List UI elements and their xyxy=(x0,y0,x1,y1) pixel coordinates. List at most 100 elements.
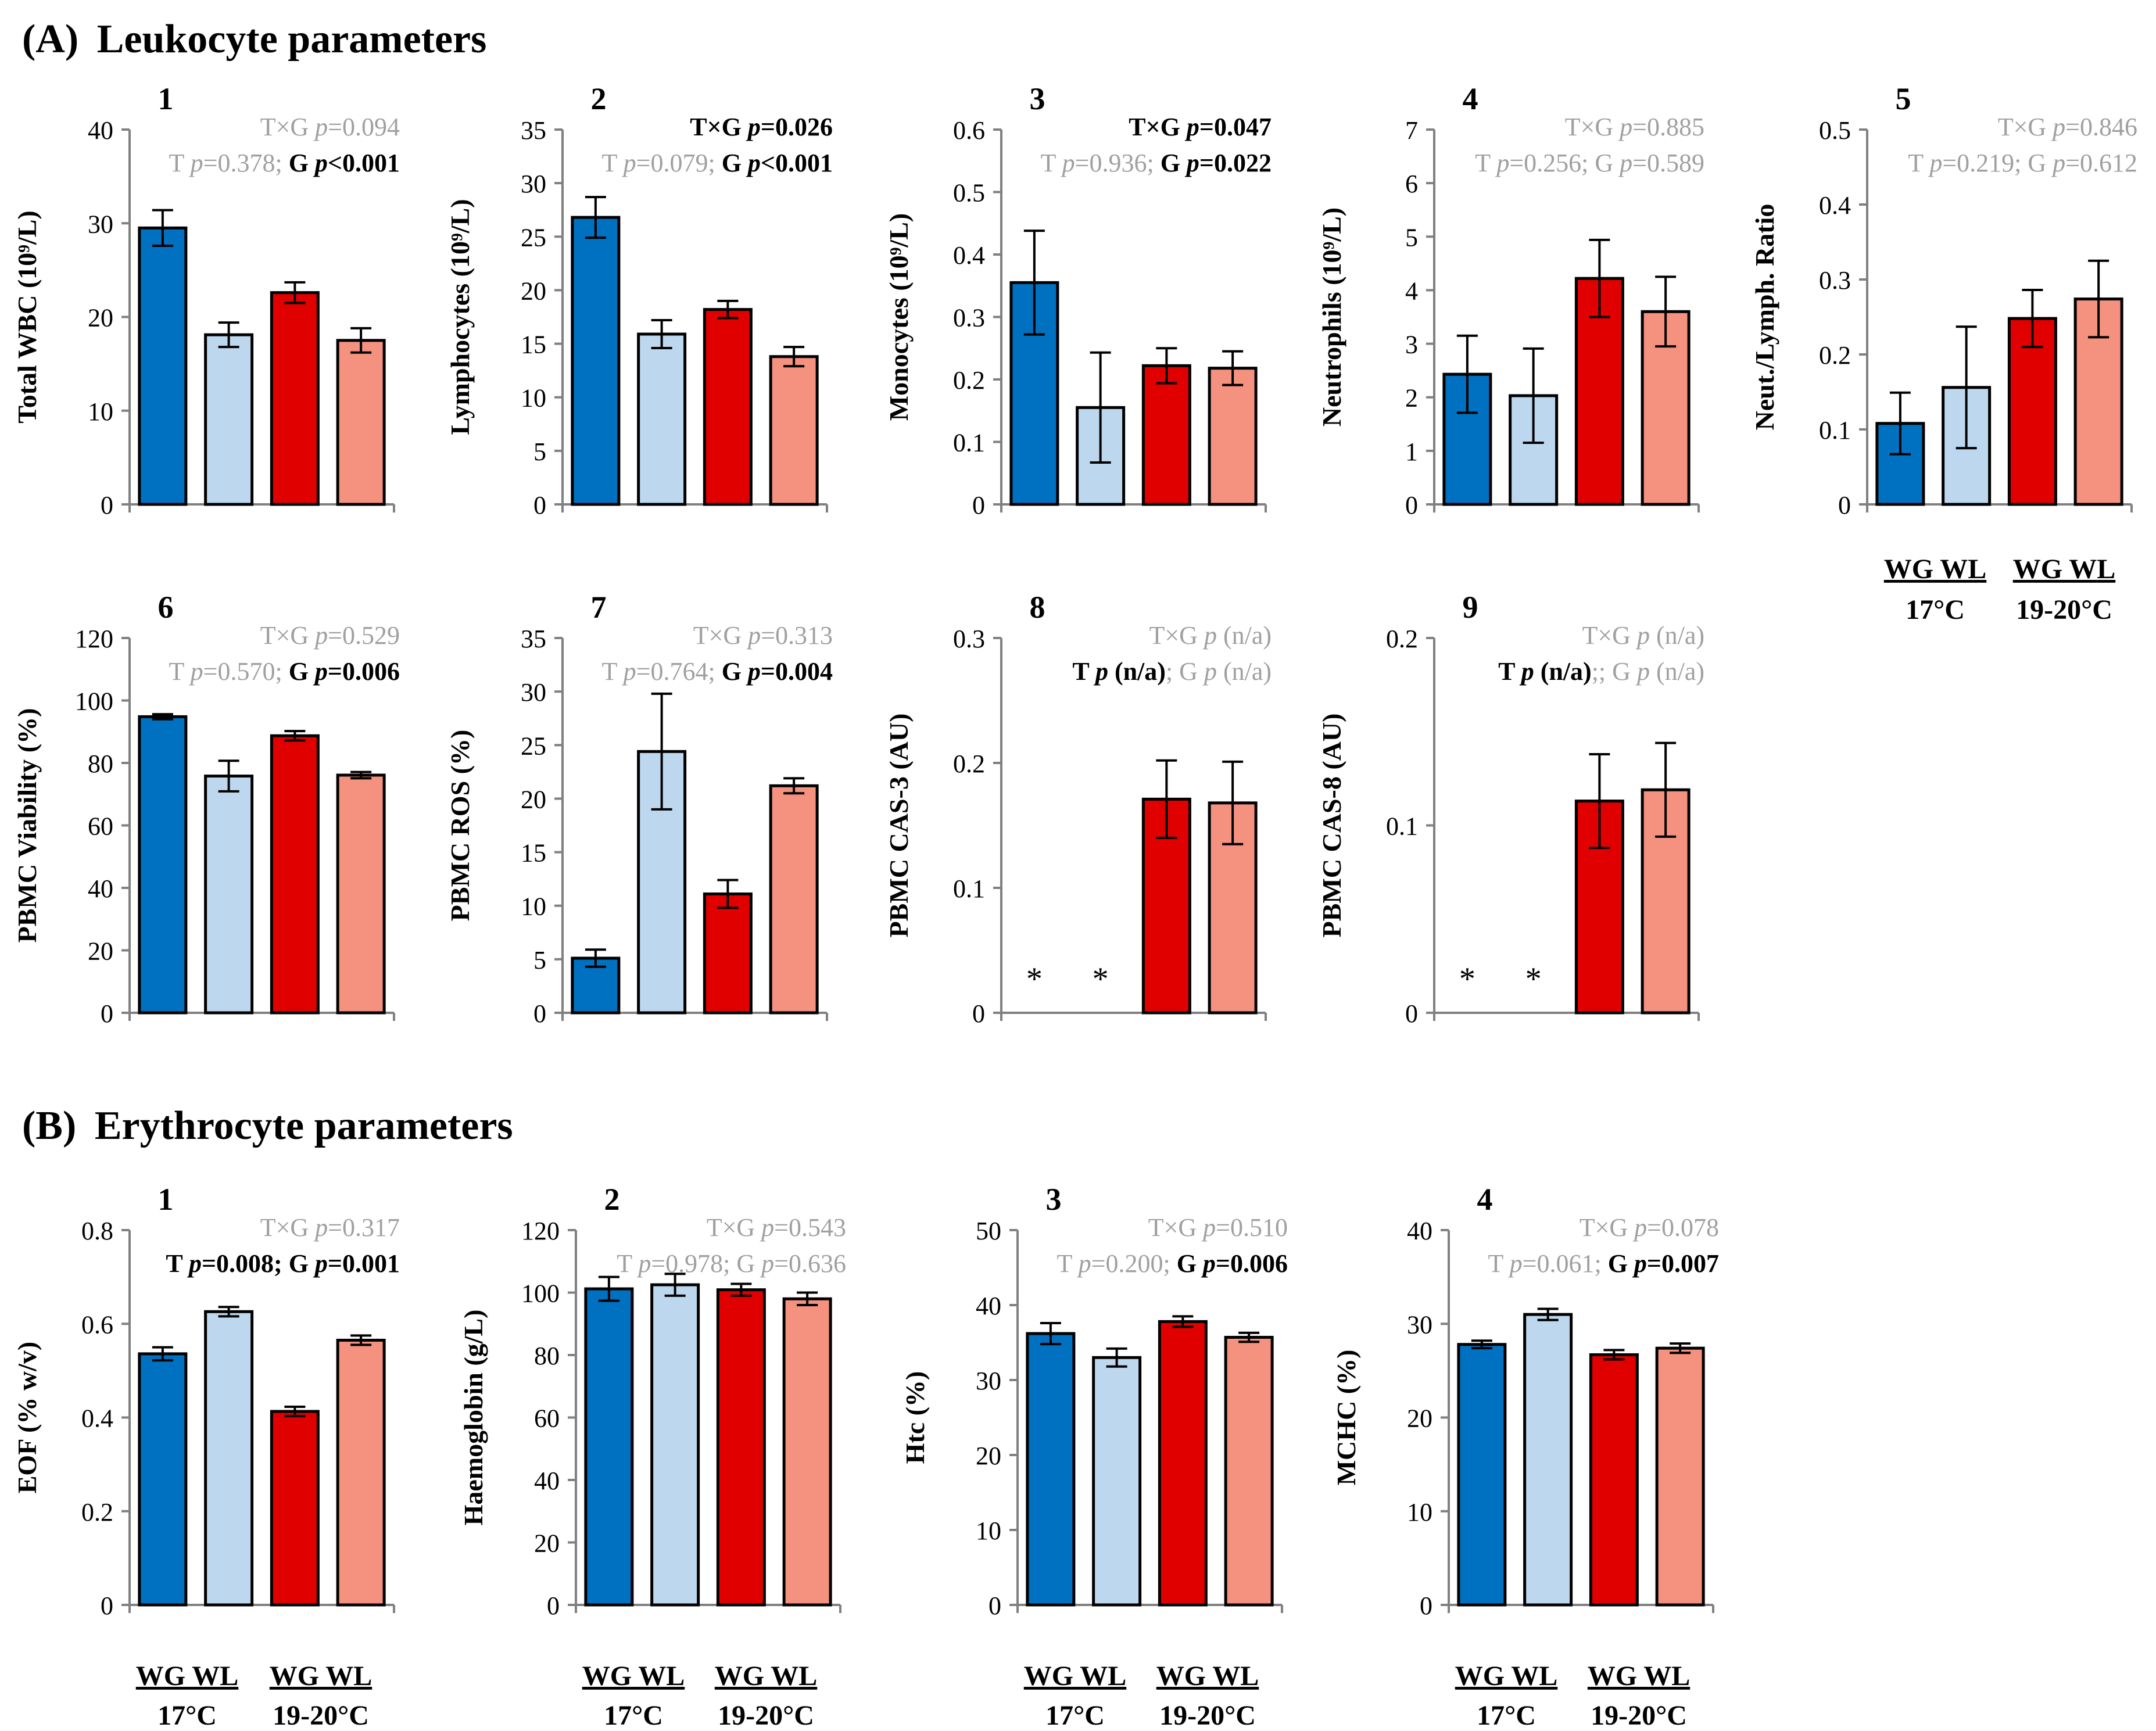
bar-1 xyxy=(571,216,621,506)
y-tick-label: 0 xyxy=(1405,491,1418,519)
bar-4 xyxy=(769,784,819,1015)
y-tick-label: 0 xyxy=(972,491,985,519)
legend-a5-temp-17: 17°C xyxy=(1906,594,1965,625)
stats-segment: =0.529 xyxy=(328,621,400,650)
panel-number: 4 xyxy=(1477,1182,1493,1217)
y-tick-label: 0 xyxy=(989,1592,1001,1620)
y-axis-label: EOF (% w/v) xyxy=(12,1342,42,1494)
stats-line-2: T p=0.219; G p=0.612 xyxy=(1908,149,2137,177)
bar-3 xyxy=(270,291,320,506)
stats-segment: T xyxy=(166,1249,189,1278)
stats-segment: =0.200; xyxy=(1091,1249,1177,1278)
stats-line-2: T p (n/a); G p (n/a) xyxy=(1072,657,1272,686)
stats-segment: p xyxy=(746,113,761,141)
legend-a5-group-17: WG WL xyxy=(1884,554,1986,585)
stats-segment: p xyxy=(636,1249,651,1278)
stats-segment: =0.570; xyxy=(203,657,289,686)
panel-number: 4 xyxy=(1463,81,1478,116)
stats-segment: =0.219; G xyxy=(1942,149,2053,177)
legend-b4: WG WL 17°C WG WL 19-20°C xyxy=(1455,1661,1690,1731)
y-axis-label: Neutrophils (10⁹/L) xyxy=(1317,207,1346,427)
stats-segment: (n/a) xyxy=(1217,657,1272,686)
y-tick-label: 10 xyxy=(88,397,113,426)
y-tick-label: 0 xyxy=(1420,1592,1432,1620)
bar-4 xyxy=(782,1297,832,1607)
y-tick-label: 0.8 xyxy=(81,1217,113,1245)
y-tick-label: 10 xyxy=(521,893,546,921)
bar-3 xyxy=(2007,317,2057,506)
stats-segment: T xyxy=(169,149,191,177)
stats-segment: p xyxy=(1202,657,1217,686)
y-tick-label: 30 xyxy=(521,170,546,198)
stats-segment: G xyxy=(289,657,315,686)
stats-segment: =0.936; xyxy=(1075,149,1161,177)
bar-1 xyxy=(138,715,188,1015)
y-tick-label: 30 xyxy=(1407,1310,1432,1339)
stats-line-1: T×G p=0.047 xyxy=(1129,113,1272,141)
stats-segment: =0.378; xyxy=(203,149,289,177)
section-b-heading: (B) Erythrocyte parameters xyxy=(22,1103,513,1148)
stats-segment: p xyxy=(313,149,328,177)
y-axis-label: Haemoglobin (g/L) xyxy=(459,1310,488,1526)
stats-segment: G xyxy=(722,657,748,686)
y-tick-label: 0.4 xyxy=(1819,191,1851,220)
y-tick-label: 15 xyxy=(521,839,546,868)
y-tick-label: 0.2 xyxy=(1386,625,1418,653)
panel-number: 1 xyxy=(158,1182,174,1217)
y-tick-label: 0.2 xyxy=(81,1498,113,1526)
stats-segment: p xyxy=(1632,1249,1647,1278)
stats-line-1: T×G p=0.094 xyxy=(260,113,400,141)
stats-segment: =0.764; xyxy=(636,657,722,686)
bar-2 xyxy=(204,333,254,506)
bar-4 xyxy=(1655,1346,1705,1607)
stats-segment: T×G xyxy=(690,113,748,141)
bar-3 xyxy=(1141,364,1191,506)
y-tick-label: 20 xyxy=(1407,1404,1432,1433)
y-tick-label: 0 xyxy=(1838,491,1851,519)
stats-segment: p xyxy=(1077,1249,1091,1278)
panel-number: 1 xyxy=(158,81,174,116)
legend-b2-group-1920: WG WL xyxy=(715,1661,817,1691)
stats-line-1: T×G p (n/a) xyxy=(1149,621,1272,650)
stats-line-2: T p=0.378; G p<0.001 xyxy=(169,149,400,177)
y-tick-label: 40 xyxy=(88,875,113,903)
stats-segment: p xyxy=(1201,1249,1216,1278)
stats-segment: p xyxy=(1201,1213,1216,1242)
stats-line-1: T×G p=0.846 xyxy=(1998,113,2137,141)
missing-value-marker: * xyxy=(1093,961,1109,997)
y-tick-label: 80 xyxy=(534,1342,560,1370)
y-tick-label: 35 xyxy=(521,625,546,653)
y-axis-label: PBMC CAS-8 (AU) xyxy=(1317,714,1346,938)
legend-b3-temp-17: 17°C xyxy=(1045,1700,1105,1731)
stats-segment: =0.313 xyxy=(761,621,833,650)
legend-b3: WG WL 17°C WG WL 19-20°C xyxy=(1024,1661,1259,1731)
y-tick-label: 4 xyxy=(1405,277,1418,305)
section-a-letter: (A) xyxy=(22,17,78,62)
missing-value-marker: * xyxy=(1525,961,1542,997)
stats-segment: (n/a) xyxy=(1534,657,1592,686)
stats-segment: p xyxy=(313,113,328,141)
stats-segment: =0.078 xyxy=(1647,1213,1719,1242)
y-tick-label: 1 xyxy=(1405,438,1418,466)
stats-line-2: T p=0.061; G p=0.007 xyxy=(1488,1249,1719,1278)
y-tick-label: 20 xyxy=(534,1529,560,1558)
stats-line-2: T p=0.978; G p=0.636 xyxy=(617,1249,846,1278)
y-tick-label: 40 xyxy=(1407,1217,1432,1245)
stats-segment: p xyxy=(746,657,761,686)
y-tick-label: 0.4 xyxy=(953,241,985,270)
y-axis-label: Neut./Lymph. Ratio xyxy=(1750,204,1779,431)
y-axis-label: Htc (%) xyxy=(900,1371,930,1464)
bar-4 xyxy=(1208,367,1258,506)
y-tick-label: 0.3 xyxy=(953,304,985,332)
stats-line-2: T p=0.200; G p=0.006 xyxy=(1057,1249,1288,1278)
y-tick-label: 6 xyxy=(1405,170,1418,198)
stats-segment: T×G xyxy=(693,621,748,650)
legend-b3-group-1920: WG WL xyxy=(1156,1661,1259,1691)
stats-segment: =0.636 xyxy=(774,1249,846,1278)
stats-segment: T×G xyxy=(1129,113,1187,141)
stats-segment: =0.008; G xyxy=(202,1249,315,1278)
